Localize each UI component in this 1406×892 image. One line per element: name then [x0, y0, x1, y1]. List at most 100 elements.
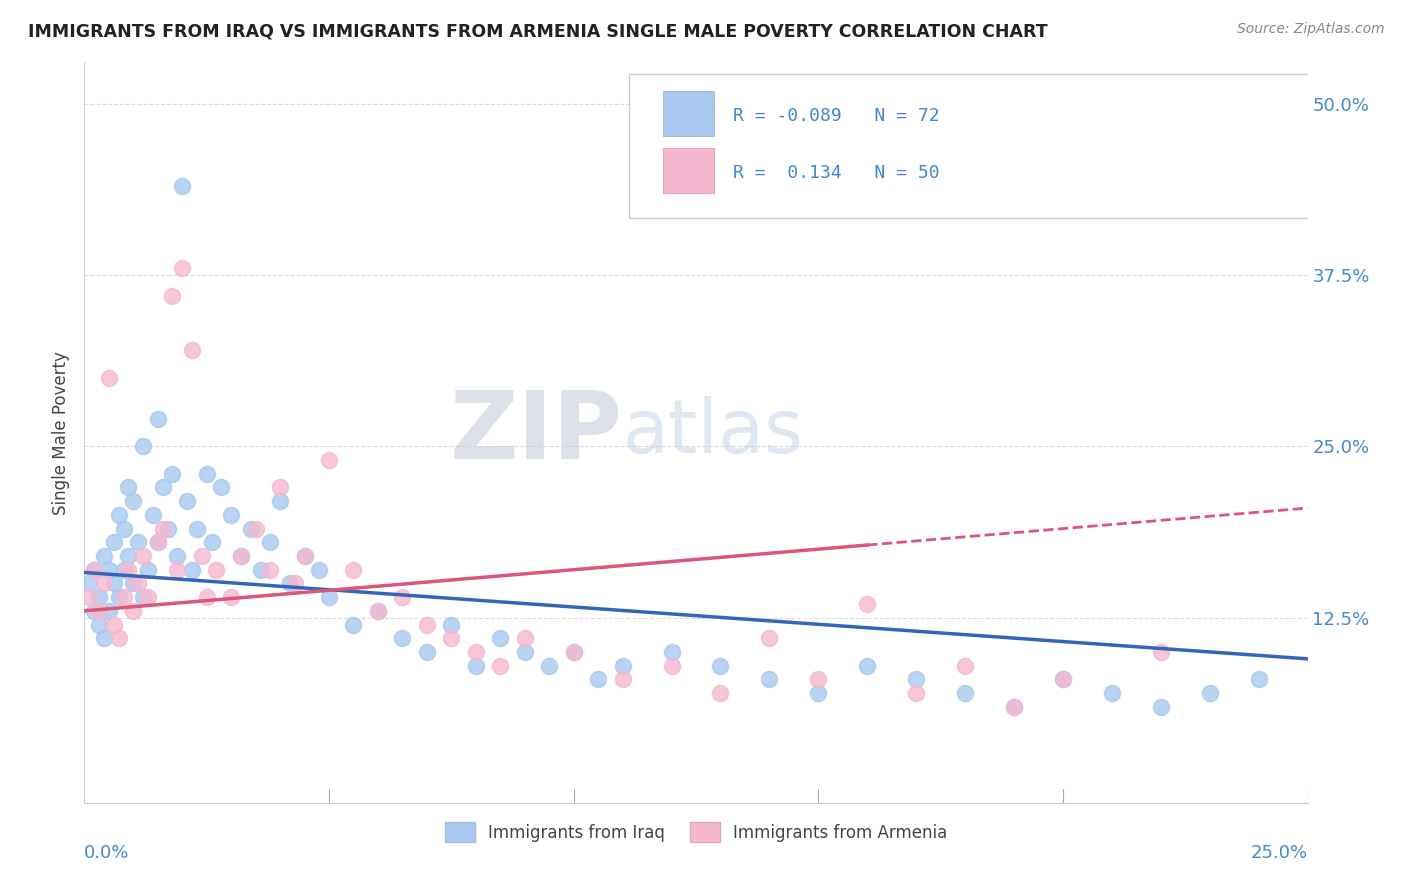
Point: [132, 439, 155, 453]
FancyBboxPatch shape: [628, 73, 1313, 218]
Text: 0.0%: 0.0%: [84, 844, 129, 862]
Point: [97, 604, 120, 618]
Text: R =  0.134   N = 50: R = 0.134 N = 50: [733, 164, 939, 183]
Point: [191, 549, 214, 563]
Point: [83, 563, 105, 577]
Point: [294, 549, 316, 563]
Point: [136, 590, 159, 604]
Point: [489, 658, 512, 673]
Point: [1002, 699, 1025, 714]
Point: [661, 645, 683, 659]
Point: [391, 590, 413, 604]
Point: [513, 645, 536, 659]
Point: [308, 563, 330, 577]
Point: [245, 522, 267, 536]
Text: R = -0.089   N = 72: R = -0.089 N = 72: [733, 108, 939, 126]
Point: [146, 412, 169, 426]
Point: [259, 535, 281, 549]
Point: [195, 467, 218, 481]
Point: [186, 522, 208, 536]
Point: [103, 617, 125, 632]
Point: [117, 563, 139, 577]
Point: [856, 658, 879, 673]
Point: [562, 645, 585, 659]
Point: [200, 535, 222, 549]
Point: [146, 535, 169, 549]
Point: [195, 590, 218, 604]
Point: [391, 632, 413, 646]
Point: [219, 508, 242, 522]
Point: [176, 494, 198, 508]
Point: [1052, 673, 1074, 687]
Point: [709, 658, 731, 673]
Point: [93, 549, 115, 563]
Point: [1002, 699, 1025, 714]
Point: [856, 597, 879, 611]
Point: [538, 658, 561, 673]
Point: [127, 576, 149, 591]
Point: [1101, 686, 1123, 700]
Point: [269, 494, 291, 508]
Point: [122, 576, 145, 591]
Point: [112, 563, 135, 577]
Point: [416, 617, 439, 632]
Point: [77, 576, 100, 591]
Point: [83, 563, 105, 577]
Point: [342, 617, 364, 632]
Point: [107, 508, 129, 522]
Point: [219, 590, 242, 604]
Point: [294, 549, 316, 563]
Point: [107, 590, 129, 604]
Point: [83, 604, 105, 618]
Point: [1247, 673, 1270, 687]
Point: [181, 343, 204, 358]
Point: [953, 658, 976, 673]
Point: [166, 563, 188, 577]
Point: [464, 658, 486, 673]
Point: [416, 645, 439, 659]
Point: [132, 590, 155, 604]
Point: [93, 632, 115, 646]
Point: [318, 453, 340, 467]
Point: [367, 604, 389, 618]
Text: 25.0%: 25.0%: [1250, 844, 1308, 862]
Point: [152, 522, 174, 536]
Point: [107, 632, 129, 646]
FancyBboxPatch shape: [664, 147, 714, 194]
Point: [612, 658, 634, 673]
Point: [318, 590, 340, 604]
Text: atlas: atlas: [623, 396, 804, 469]
Point: [122, 604, 145, 618]
Point: [127, 535, 149, 549]
Point: [905, 686, 928, 700]
Point: [1052, 673, 1074, 687]
Point: [172, 178, 194, 193]
Point: [156, 522, 179, 536]
Point: [87, 590, 110, 604]
Point: [1150, 645, 1173, 659]
Point: [97, 371, 120, 385]
Point: [284, 576, 307, 591]
Point: [181, 563, 204, 577]
Point: [562, 645, 585, 659]
Point: [103, 576, 125, 591]
Point: [709, 686, 731, 700]
Text: ZIP: ZIP: [450, 386, 623, 479]
Point: [513, 632, 536, 646]
Point: [172, 261, 194, 276]
Point: [1150, 699, 1173, 714]
Point: [367, 604, 389, 618]
Point: [117, 549, 139, 563]
Y-axis label: Single Male Poverty: Single Male Poverty: [52, 351, 70, 515]
Point: [132, 549, 155, 563]
Point: [342, 563, 364, 577]
Point: [205, 563, 228, 577]
Point: [152, 480, 174, 494]
Point: [661, 658, 683, 673]
Point: [112, 522, 135, 536]
Point: [612, 673, 634, 687]
Point: [758, 632, 780, 646]
Text: IMMIGRANTS FROM IRAQ VS IMMIGRANTS FROM ARMENIA SINGLE MALE POVERTY CORRELATION : IMMIGRANTS FROM IRAQ VS IMMIGRANTS FROM …: [28, 22, 1047, 40]
Point: [440, 617, 463, 632]
Text: Source: ZipAtlas.com: Source: ZipAtlas.com: [1237, 22, 1385, 37]
